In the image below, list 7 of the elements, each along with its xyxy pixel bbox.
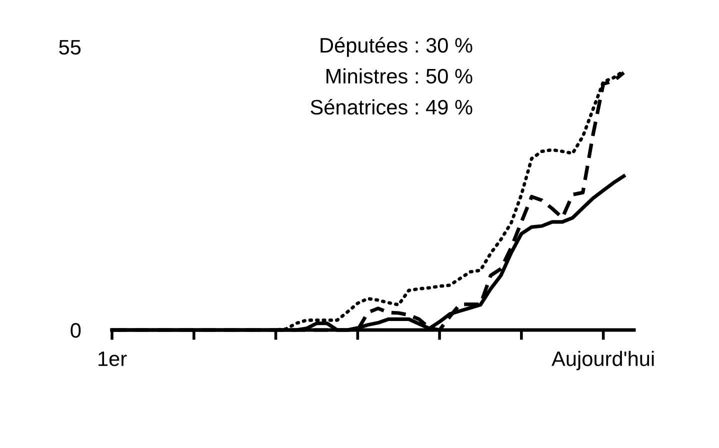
annotation: Députées : 30 % [320,37,472,57]
annotation: Ministres : 50 % [326,68,472,84]
annotation: Sénatrices : 49 % [310,99,472,115]
x-tick-label: Aujourd'hui [552,350,654,370]
y-tick-label: 0 [70,323,81,338]
x-tick-label: 1er [98,352,127,366]
y-tick-label: 55 [59,40,81,55]
